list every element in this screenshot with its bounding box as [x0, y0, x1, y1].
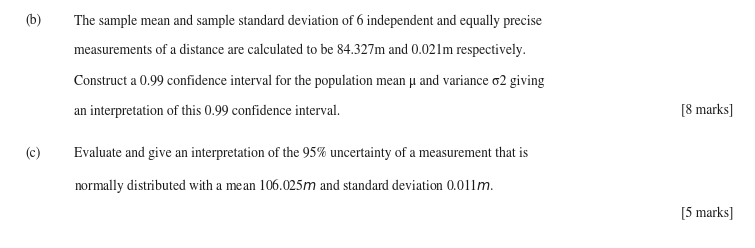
Text: [8 marks]: [8 marks] [682, 104, 734, 118]
Text: measurements of a distance are calculated to be 84.327m and 0.021m respectively.: measurements of a distance are calculate… [74, 44, 526, 57]
Text: The sample mean and sample standard deviation of 6 independent and equally preci: The sample mean and sample standard devi… [74, 14, 542, 28]
Text: (c): (c) [25, 146, 40, 160]
Text: (b): (b) [25, 14, 41, 27]
Text: Evaluate and give an interpretation of the 95% uncertainty of a measurement that: Evaluate and give an interpretation of t… [74, 146, 528, 160]
Text: normally distributed with a mean 106.025$m$ and standard deviation 0.011$m$.: normally distributed with a mean 106.025… [74, 177, 495, 195]
Text: [5 marks]: [5 marks] [681, 207, 734, 220]
Text: an interpretation of this 0.99 confidence interval.: an interpretation of this 0.99 confidenc… [74, 104, 341, 118]
Text: Construct a 0.99 confidence interval for the population mean μ and variance σ2 g: Construct a 0.99 confidence interval for… [74, 74, 544, 88]
